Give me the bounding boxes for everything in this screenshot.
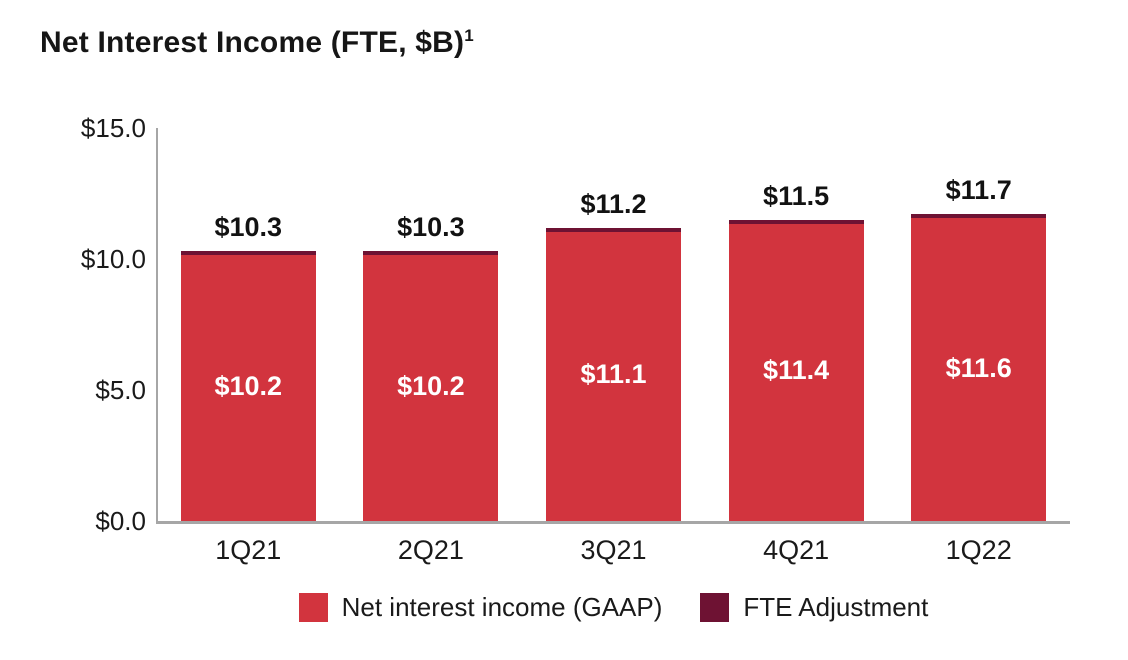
legend-label: Net interest income (GAAP) bbox=[341, 592, 663, 622]
x-tick-label: 1Q21 bbox=[215, 535, 282, 565]
bar-gaap-segment bbox=[363, 255, 499, 521]
x-tick-label: 3Q21 bbox=[580, 535, 647, 565]
bar-fte-segment bbox=[363, 251, 499, 256]
page-title-text: Net Interest Income (FTE, $B) bbox=[40, 26, 465, 59]
legend-item: Net interest income (GAAP) bbox=[298, 592, 663, 623]
y-tick-label: $0.0 bbox=[95, 506, 146, 536]
bar-fte-segment bbox=[728, 219, 864, 224]
bar-total-label: $10.3 bbox=[397, 212, 465, 243]
bar-total-label: $11.7 bbox=[945, 175, 1012, 206]
legend-item: FTE Adjustment bbox=[700, 592, 928, 623]
page-title: Net Interest Income (FTE, $B)1 bbox=[40, 26, 474, 60]
bar-gaap-segment bbox=[546, 231, 681, 521]
x-tick-label: 4Q21 bbox=[763, 535, 830, 565]
bar-gaap-segment bbox=[180, 255, 316, 521]
y-tick-label: $15.0 bbox=[80, 113, 146, 143]
y-tick-label: $5.0 bbox=[95, 375, 146, 405]
x-axis-line bbox=[156, 521, 1070, 524]
y-axis-line bbox=[156, 128, 158, 524]
legend-swatch-fte bbox=[700, 593, 730, 622]
bar-inside-label: $11.6 bbox=[945, 352, 1012, 383]
bar-total-label: $11.2 bbox=[580, 188, 647, 219]
bar-inside-label: $10.2 bbox=[214, 371, 283, 402]
legend-swatch-gaap bbox=[298, 593, 328, 622]
bar-gaap-segment bbox=[728, 223, 864, 521]
bar-total-label: $11.5 bbox=[763, 180, 830, 211]
bar-total-label: $10.3 bbox=[214, 212, 283, 243]
legend-label: FTE Adjustment bbox=[743, 592, 929, 622]
bar-fte-segment bbox=[546, 227, 681, 232]
x-tick-label: 2Q21 bbox=[397, 535, 464, 565]
y-tick-label: $10.0 bbox=[80, 244, 146, 274]
bar-inside-label: $10.2 bbox=[397, 371, 465, 402]
bar-fte-segment bbox=[911, 214, 1047, 219]
title-footnote-superscript: 1 bbox=[464, 26, 474, 45]
bar-inside-label: $11.1 bbox=[580, 359, 647, 390]
bar-gaap-segment bbox=[911, 218, 1047, 521]
bar-inside-label: $11.4 bbox=[763, 355, 830, 386]
bar-fte-segment bbox=[180, 251, 316, 256]
chart-legend: Net interest income (GAAP) FTE Adjustment bbox=[157, 592, 1070, 623]
x-tick-label: 1Q22 bbox=[945, 535, 1012, 565]
